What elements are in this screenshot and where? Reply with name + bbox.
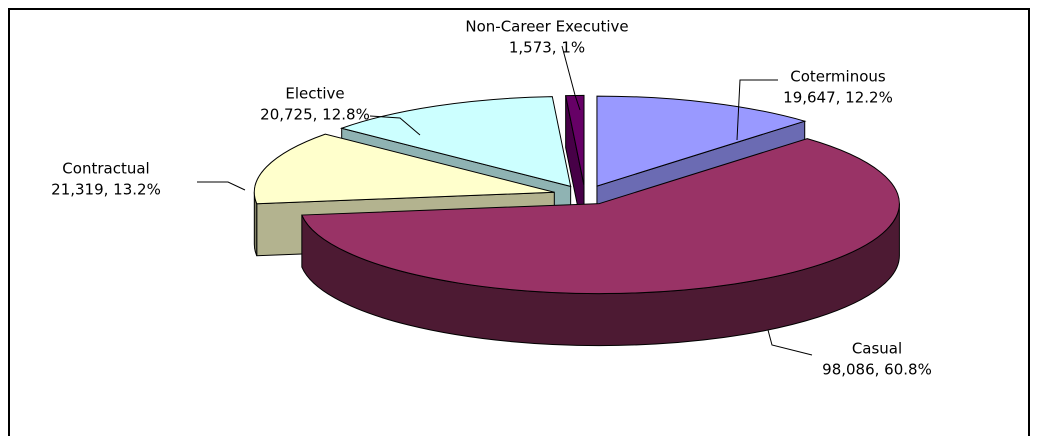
slice (301, 138, 900, 295)
slice-label: Coterminous (790, 68, 886, 86)
slice (596, 95, 807, 187)
leader-line (736, 79, 778, 141)
leader-line (767, 329, 813, 356)
slice (339, 96, 572, 188)
slice-label: Non-Career Executive (465, 18, 628, 36)
leader-line (197, 181, 246, 191)
leader-line (369, 115, 421, 136)
slice-value-label: 1,573, 1% (509, 39, 585, 57)
slice-label: Contractual (62, 160, 149, 178)
slice-value-label: 21,319, 13.2% (51, 181, 161, 199)
slice-label: Casual (852, 340, 902, 358)
chart-frame (8, 8, 1030, 436)
leader-line (561, 45, 581, 111)
slice-value-label: 98,086, 60.8% (822, 361, 932, 379)
slice-label: Elective (285, 85, 344, 103)
slice-value-label: 19,647, 12.2% (783, 89, 893, 107)
slice (253, 133, 555, 205)
slice-value-label: 20,725, 12.8% (260, 106, 370, 124)
